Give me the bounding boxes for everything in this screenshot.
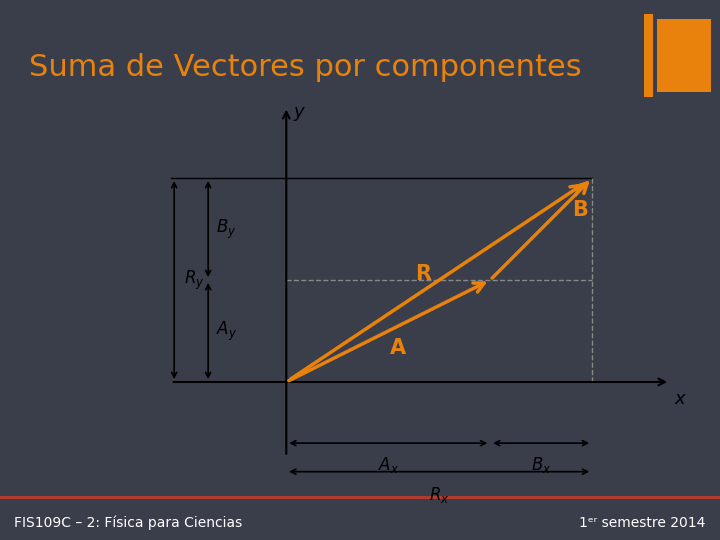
Text: y: y (293, 103, 304, 122)
Text: 1ᵉʳ semestre 2014: 1ᵉʳ semestre 2014 (579, 516, 706, 530)
Text: FIS109C – 2: Física para Ciencias: FIS109C – 2: Física para Ciencias (14, 516, 243, 530)
Text: B: B (572, 200, 588, 220)
Text: $A_y$: $A_y$ (216, 320, 238, 342)
Text: Suma de Vectores por componentes: Suma de Vectores por componentes (29, 53, 582, 82)
Text: $A_x$: $A_x$ (377, 455, 399, 475)
Text: A: A (390, 338, 407, 358)
Text: x: x (675, 390, 685, 408)
Text: $B_y$: $B_y$ (216, 218, 237, 241)
Text: $R_x$: $R_x$ (429, 485, 449, 505)
Text: R: R (415, 264, 431, 284)
Text: $R_y$: $R_y$ (184, 268, 205, 292)
Text: $B_x$: $B_x$ (531, 455, 552, 475)
